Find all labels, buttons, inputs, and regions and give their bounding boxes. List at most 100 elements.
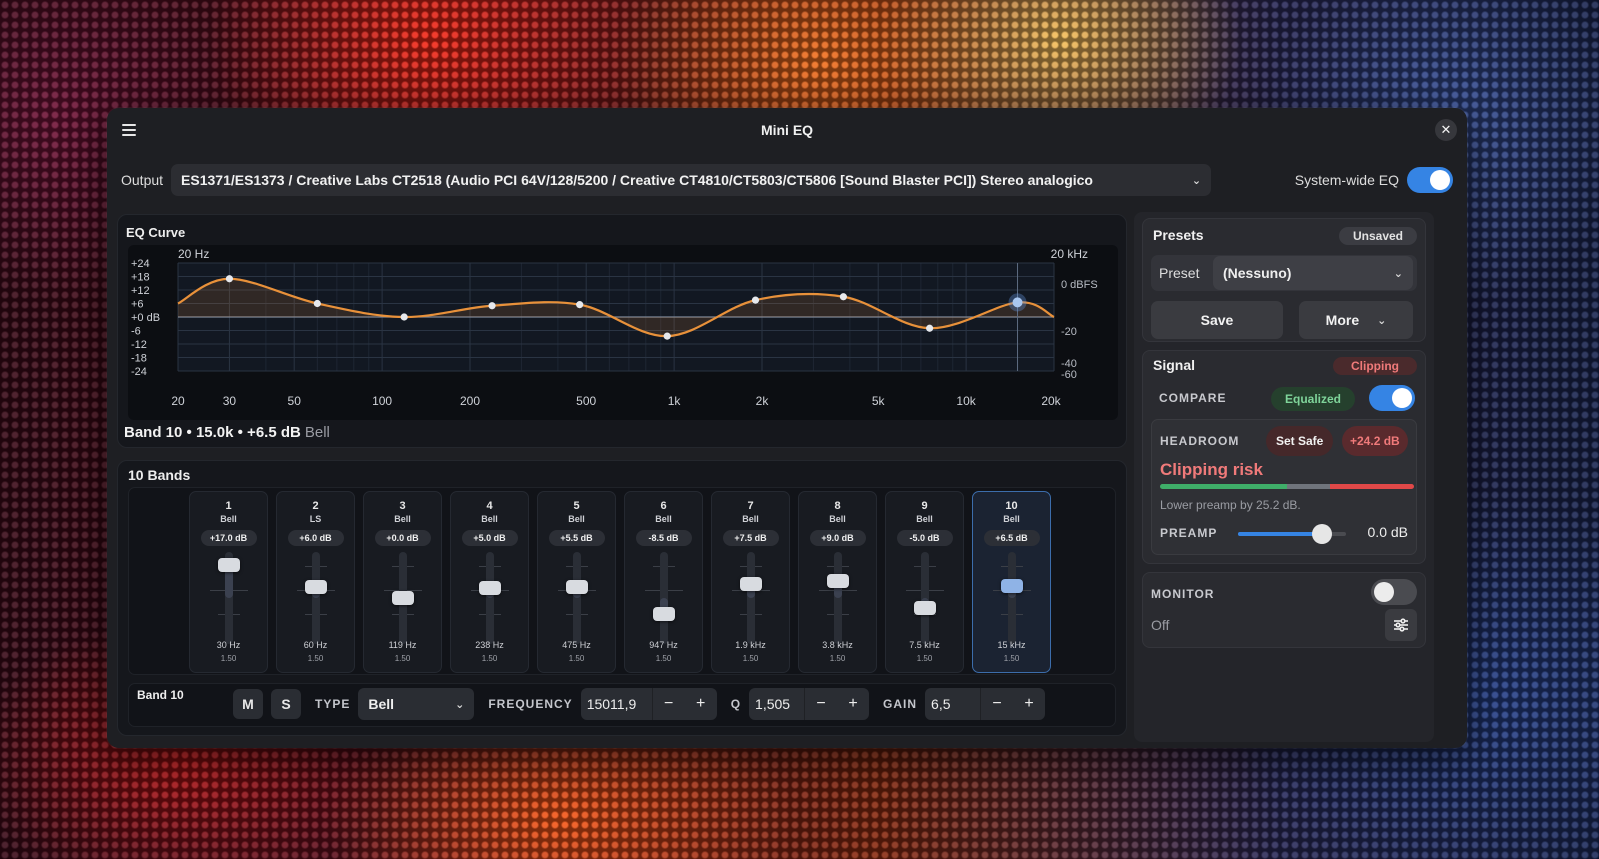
gain-increase[interactable]: +: [1024, 695, 1034, 712]
q-increase[interactable]: +: [848, 695, 858, 712]
system-wide-label: System-wide EQ: [1294, 172, 1399, 188]
band-q: 1.50: [742, 654, 759, 663]
bands-card: 10 Bands 1 Bell +17.0 dB 30 Hz 1.50 2 LS +6.0 d…: [117, 460, 1127, 736]
band-q: 1.50: [307, 654, 324, 663]
band-gain-slider[interactable]: [225, 552, 233, 644]
band-strip-9[interactable]: 9 Bell -5.0 dB 7.5 kHz 1.50: [885, 491, 964, 673]
band-q: 1.50: [220, 654, 237, 663]
band-strip-2[interactable]: 2 LS +6.0 dB 60 Hz 1.50: [276, 491, 355, 673]
freq-tick-label: 10k: [956, 394, 976, 408]
solo-button[interactable]: S: [271, 689, 301, 719]
band-gain-fill: [834, 580, 842, 598]
band-gain-thumb[interactable]: [740, 576, 762, 591]
q-input[interactable]: 1,505: [749, 688, 806, 720]
monitor-toggle[interactable]: [1371, 579, 1417, 605]
compare-state-badge: Equalized: [1271, 387, 1356, 411]
band-number: 2: [312, 500, 319, 512]
eq-graph-svg: +24 +18+12 +6+0 dB -6-12 -18-24 20 30 50 100 200 5…: [131, 247, 1098, 408]
band-gain-slider[interactable]: [747, 552, 755, 644]
db-tick-label: +18: [131, 272, 150, 284]
db-tick-label: -6: [131, 326, 141, 338]
more-button-label: More: [1325, 312, 1360, 328]
close-icon[interactable]: ✕: [1435, 119, 1457, 141]
type-select[interactable]: Bell ⌄: [358, 688, 475, 720]
preamp-slider[interactable]: [1238, 524, 1346, 544]
band-gain-thumb[interactable]: [305, 579, 327, 594]
frequency-decrease[interactable]: −: [664, 695, 674, 712]
band-strip-5[interactable]: 5 Bell +5.5 dB 475 Hz 1.50: [537, 491, 616, 673]
band-gain-slider[interactable]: [921, 552, 929, 644]
band-gain-slider[interactable]: [834, 552, 842, 644]
headroom-value-badge: +24.2 dB: [1342, 426, 1408, 456]
save-preset-button[interactable]: Save: [1151, 301, 1283, 339]
preamp-label: PREAMP: [1160, 526, 1218, 540]
band-frequency: 3.8 kHz: [822, 640, 853, 650]
type-select-value: Bell: [368, 696, 395, 712]
chevron-down-icon: ⌄: [1377, 314, 1387, 327]
more-button[interactable]: More ⌄: [1299, 301, 1413, 339]
gain-input[interactable]: 6,5: [925, 688, 982, 720]
band-gain-badge: +5.5 dB: [548, 530, 605, 546]
selected-band-info: Band 10 • 15.0k • +6.5 dB Bell: [124, 424, 330, 441]
left-pane: EQ Curve +24 +18 +12 +6 +0 dB -6 -12 -18 -24 20 30…: [117, 214, 1129, 740]
output-device-name: ES1371/ES1373 / Creative Labs CT2518 (Au…: [181, 172, 1093, 188]
preamp-slider-thumb[interactable]: [1312, 524, 1333, 544]
band-frequency: 947 Hz: [649, 640, 678, 650]
preset-select[interactable]: (Nessuno) ⌄: [1213, 256, 1413, 290]
band-gain-thumb[interactable]: [479, 581, 501, 596]
band-gain-slider[interactable]: [573, 552, 581, 644]
band-strip-4[interactable]: 4 Bell +5.0 dB 238 Hz 1.50: [450, 491, 529, 673]
band-number: 8: [834, 500, 841, 512]
compare-toggle[interactable]: [1369, 385, 1415, 411]
band-gain-slider[interactable]: [312, 552, 320, 644]
set-safe-button[interactable]: Set Safe: [1266, 426, 1334, 456]
band-strip-1[interactable]: 1 Bell +17.0 dB 30 Hz 1.50: [189, 491, 268, 673]
freq-tick-label: 20k: [1041, 394, 1061, 408]
frequency-increase[interactable]: +: [696, 695, 706, 712]
band-frequency: 30 Hz: [216, 640, 241, 650]
freq-tick-label: 200: [460, 394, 480, 408]
selected-band-type: Bell: [304, 424, 330, 441]
q-spin: 1,505 − +: [749, 688, 870, 720]
band-strip-3[interactable]: 3 Bell +0.0 dB 119 Hz 1.50: [363, 491, 442, 673]
band-gain-thumb[interactable]: [1001, 578, 1023, 593]
eq-graph[interactable]: +24 +18 +12 +6 +0 dB -6 -12 -18 -24 20 30 50 100 200 5…: [128, 245, 1118, 420]
band-number: 5: [573, 500, 580, 512]
band-strip-7[interactable]: 7 Bell +7.5 dB 1.9 kHz 1.50: [711, 491, 790, 673]
headroom-label: HEADROOM: [1160, 434, 1240, 448]
band-gain-thumb[interactable]: [653, 607, 675, 622]
monitor-label: MONITOR: [1151, 587, 1215, 601]
band-gain-thumb[interactable]: [914, 600, 936, 615]
band-gain-thumb[interactable]: [218, 558, 240, 573]
band-type: Bell: [829, 514, 846, 524]
band-strip-10[interactable]: 10 Bell +6.5 dB 15 kHz 1.50: [972, 491, 1051, 673]
hamburger-icon[interactable]: [117, 118, 141, 142]
band-node-selected: [1012, 297, 1023, 308]
band-q: 1.50: [1003, 654, 1020, 663]
band-q: 1.50: [655, 654, 672, 663]
band-gain-slider[interactable]: [660, 552, 668, 644]
band-strip-6[interactable]: 6 Bell -8.5 dB 947 Hz 1.50: [624, 491, 703, 673]
preset-row: Preset (Nessuno) ⌄: [1151, 255, 1417, 291]
eq-curve-card: EQ Curve +24 +18 +12 +6 +0 dB -6 -12 -18 -24 20 30…: [117, 214, 1127, 448]
band-editor-controls: M S TYPE Bell ⌄ FREQUENCY 15011,9 − + Q: [233, 688, 1046, 720]
sliders-icon[interactable]: [1385, 609, 1417, 641]
output-device-select[interactable]: ES1371/ES1373 / Creative Labs CT2518 (Au…: [171, 164, 1212, 196]
system-wide-toggle[interactable]: [1407, 167, 1453, 193]
band-frequency: 475 Hz: [562, 640, 591, 650]
band-gain-thumb[interactable]: [827, 573, 849, 588]
mute-button[interactable]: M: [233, 689, 263, 719]
band-editor: Band 10 M S TYPE Bell ⌄ FREQUENCY 15011,…: [128, 683, 1116, 727]
band-gain-thumb[interactable]: [392, 591, 414, 605]
q-decrease[interactable]: −: [816, 695, 826, 712]
right-pane: Presets Unsaved Preset (Nessuno) ⌄ Save …: [1134, 212, 1434, 742]
gain-decrease[interactable]: −: [992, 695, 1002, 712]
frequency-input[interactable]: 15011,9: [581, 688, 653, 720]
titlebar: Mini EQ ✕: [107, 108, 1467, 152]
band-gain-slider[interactable]: [1008, 552, 1016, 644]
band-gain-thumb[interactable]: [566, 580, 588, 595]
band-gain-slider[interactable]: [486, 552, 494, 644]
output-row: Output ES1371/ES1373 / Creative Labs CT2…: [121, 164, 1453, 196]
band-strip-8[interactable]: 8 Bell +9.0 dB 3.8 kHz 1.50: [798, 491, 877, 673]
band-number: 4: [486, 500, 493, 512]
